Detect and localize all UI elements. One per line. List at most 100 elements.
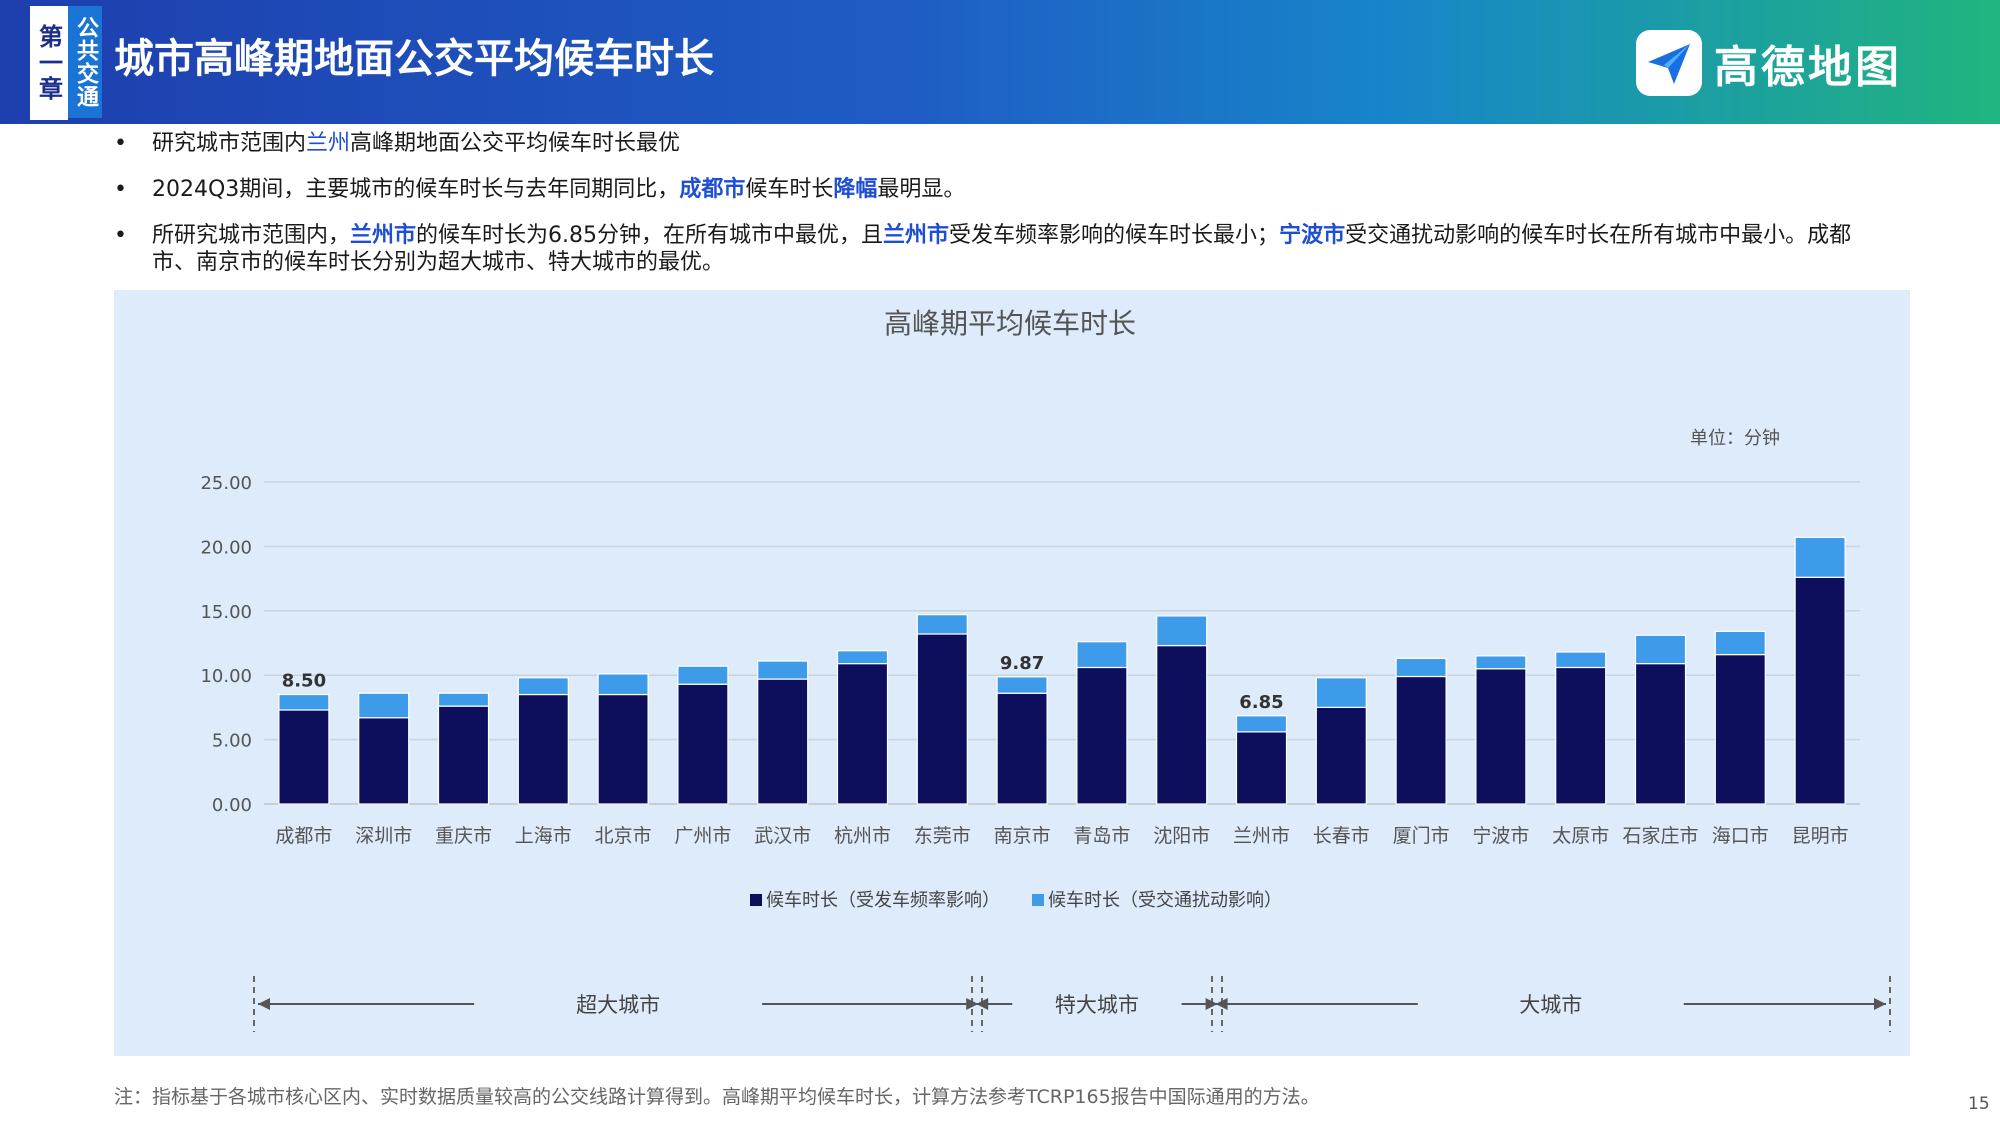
x-tick-label: 沈阳市 [1153, 825, 1210, 847]
group-arrow-head [1205, 998, 1218, 1010]
data-label: 9.87 [1000, 653, 1044, 674]
bar-segment-disturbance [1315, 677, 1367, 709]
bar-segment-disturbance [836, 650, 889, 665]
x-tick-label: 太原市 [1552, 825, 1609, 847]
bullet-item: 2024Q3期间，主要城市的候车时长与去年同期同比，成都市候车时长降幅最明显。 [110, 176, 1890, 203]
x-tick-label: 重庆市 [435, 825, 492, 847]
group-arrow-head [976, 998, 989, 1010]
section-tag: 公共交通 [68, 6, 102, 118]
x-tick-label: 昆明市 [1792, 825, 1849, 847]
x-tick-label: 宁波市 [1472, 825, 1529, 847]
bar-segment-frequency [836, 663, 889, 805]
y-tick-label: 15.00 [200, 602, 252, 623]
x-tick-label: 上海市 [515, 825, 572, 847]
page-title: 城市高峰期地面公交平均候车时长 [114, 36, 714, 82]
x-tick-label: 厦门市 [1393, 825, 1450, 847]
page-header: 第一章 公共交通 城市高峰期地面公交平均候车时长 高德地图 [0, 0, 2000, 124]
x-tick-label: 成都市 [275, 825, 332, 847]
bar-segment-frequency [1395, 675, 1447, 805]
bullet-text-segment: 受发车频率影响的候车时长最小； [949, 223, 1280, 248]
bullet-item: 研究城市范围内兰州高峰期地面公交平均候车时长最优 [110, 130, 1890, 157]
bar-segment-frequency [1555, 666, 1607, 805]
bar-segment-frequency [1156, 644, 1208, 805]
bar-segment-disturbance [437, 692, 490, 707]
bar-segment-disturbance [1714, 630, 1766, 656]
bar-segment-frequency [1076, 666, 1128, 805]
legend-swatch [1032, 894, 1044, 906]
y-tick-label: 5.00 [212, 731, 252, 752]
bar-segment-frequency [1315, 706, 1367, 805]
bar-segment-frequency [597, 693, 649, 805]
bar-segment-frequency [358, 717, 410, 805]
bar-segment-disturbance [597, 673, 649, 696]
bullet-text-segment: 最明显。 [877, 177, 966, 202]
bar-segment-disturbance [757, 660, 809, 680]
bullet-text-segment: 高峰期地面公交平均候车时长最优 [350, 131, 681, 156]
bar-segment-disturbance [1555, 651, 1607, 669]
page-number: 15 [1968, 1094, 1990, 1114]
legend-label: 候车时长（受发车频率影响） [766, 890, 1000, 911]
x-tick-label: 海口市 [1712, 825, 1769, 847]
bar-segment-disturbance [517, 677, 569, 696]
bullet-item: 所研究城市范围内，兰州市的候车时长为6.85分钟，在所有城市中最优，且兰州市受发… [110, 222, 1890, 276]
bullet-text-segment: 所研究城市范围内， [152, 223, 351, 248]
summary-bullets: 研究城市范围内兰州高峰期地面公交平均候车时长最优 2024Q3期间，主要城市的候… [110, 130, 1890, 295]
bar-segment-disturbance [278, 693, 330, 711]
bar-segment-frequency [517, 693, 569, 805]
chapter-tag: 第一章 [30, 6, 68, 120]
bullet-text-segment: 候车时长 [745, 177, 834, 202]
bar-segment-disturbance [1794, 536, 1846, 578]
x-tick-label: 南京市 [994, 825, 1051, 847]
bullet-text-segment: 兰州市 [883, 223, 950, 248]
bar-segment-frequency [757, 678, 809, 805]
chart-title: 高峰期平均候车时长 [884, 307, 1136, 340]
data-label: 6.85 [1239, 692, 1283, 713]
bar-segment-disturbance [996, 676, 1048, 694]
x-tick-label: 东莞市 [914, 825, 971, 847]
bar-segment-disturbance [1076, 641, 1128, 669]
x-tick-label: 北京市 [595, 825, 652, 847]
x-tick-label: 石家庄市 [1622, 825, 1698, 847]
y-tick-label: 10.00 [200, 666, 252, 687]
bar-segment-frequency [1714, 653, 1766, 805]
bullet-text-segment: 2024Q3期间，主要城市的候车时长与去年同期同比， [152, 177, 680, 202]
bar-segment-frequency [996, 692, 1048, 805]
bar-segment-disturbance [1475, 655, 1527, 670]
brand-logo: 高德地图 [1636, 28, 1902, 98]
bar-segment-disturbance [1235, 715, 1288, 733]
bar-segment-disturbance [1634, 634, 1687, 665]
footnote: 注：指标基于各城市核心区内、实时数据质量较高的公交线路计算得到。高峰期平均候车时… [114, 1086, 1320, 1108]
bullet-text-segment: 受交通扰动影响的候车时长在所有城市中最小。成都市、南京市的候车时长分别为超大城市… [152, 223, 1852, 275]
x-tick-label: 杭州市 [834, 825, 891, 847]
group-arrow-head [258, 998, 270, 1010]
chart-panel: 高峰期平均候车时长 单位：分钟 0.00 5.00 10.00 15.00 20.00 2… [114, 290, 1910, 1056]
bullet-text-segment: 兰州 [306, 131, 351, 156]
brand-name: 高德地图 [1714, 42, 1902, 93]
x-tick-label: 广州市 [674, 825, 731, 847]
y-tick-label: 20.00 [200, 537, 252, 558]
bar-segment-frequency [916, 633, 968, 805]
bar-segment-frequency [1475, 668, 1527, 805]
bar-segment-frequency [1634, 663, 1687, 805]
group-arrow-head [966, 998, 979, 1010]
x-tick-label: 长春市 [1313, 825, 1370, 847]
bullet-text-segment: 的候车时长为6.85分钟，在所有城市中最优，且 [416, 223, 884, 248]
bar-segment-frequency [1794, 576, 1846, 805]
bullet-text-segment: 研究城市范围内 [152, 131, 307, 156]
legend-label: 候车时长（受交通扰动影响） [1048, 890, 1282, 911]
bullet-text-segment: 宁波市 [1279, 223, 1346, 248]
bullet-text-segment: 成都市 [679, 177, 746, 202]
x-tick-label: 兰州市 [1233, 825, 1290, 847]
group-label: 特大城市 [1055, 993, 1139, 1017]
bar-segment-disturbance [677, 665, 729, 685]
y-tick-label: 25.00 [200, 473, 252, 494]
group-arrow-head [1874, 998, 1886, 1010]
bar-segment-frequency [1235, 731, 1288, 805]
unit-label: 单位：分钟 [1690, 428, 1780, 449]
group-label: 超大城市 [576, 993, 660, 1017]
bar-segment-frequency [677, 683, 729, 805]
group-label: 大城市 [1519, 993, 1582, 1017]
bar-segment-disturbance [1156, 615, 1208, 647]
y-tick-label: 0.00 [212, 795, 252, 816]
x-tick-label: 武汉市 [754, 825, 811, 847]
